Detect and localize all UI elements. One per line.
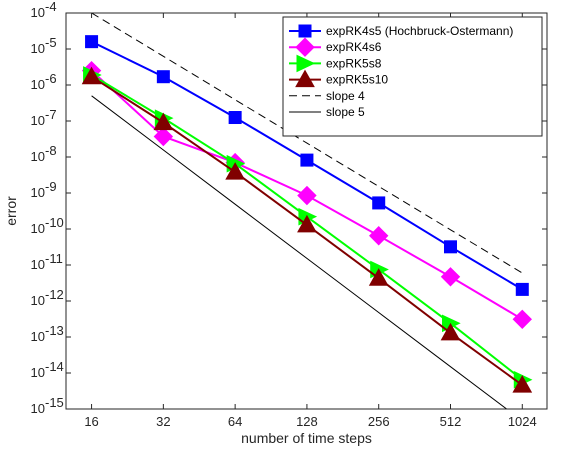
y-tick-label: 10 bbox=[31, 113, 45, 128]
legend-box bbox=[282, 16, 543, 137]
y-tick-label: 10 bbox=[31, 401, 45, 416]
series-line bbox=[91, 95, 508, 409]
y-tick-label: 10 bbox=[31, 77, 45, 92]
y-tick-label: 10 bbox=[31, 365, 45, 380]
data-point bbox=[228, 111, 242, 125]
y-tick-exponent: -4 bbox=[45, 0, 57, 14]
y-tick-label: 10 bbox=[31, 41, 45, 56]
data-point bbox=[153, 112, 174, 131]
data-point bbox=[156, 70, 170, 84]
y-tick-exponent: -5 bbox=[45, 35, 57, 50]
legend-label: slope 5 bbox=[326, 105, 365, 119]
data-point bbox=[440, 322, 461, 341]
data-point bbox=[369, 226, 389, 246]
x-tick-label: 256 bbox=[368, 414, 390, 429]
data-point bbox=[515, 282, 529, 296]
data-point bbox=[512, 309, 532, 330]
data-point bbox=[153, 126, 174, 147]
plot-marks bbox=[81, 13, 533, 409]
data-point bbox=[372, 196, 386, 210]
legend-label: expRK4s6 bbox=[326, 40, 382, 54]
y-tick-label: 10 bbox=[31, 293, 45, 308]
legend-marker bbox=[295, 69, 315, 88]
y-tick-exponent: -9 bbox=[45, 179, 57, 194]
x-tick-label: 512 bbox=[440, 414, 462, 429]
y-tick-label: 10 bbox=[31, 185, 45, 200]
y-tick-exponent: -13 bbox=[45, 323, 64, 338]
y-tick-exponent: -7 bbox=[45, 107, 57, 122]
x-tick-label: 32 bbox=[156, 414, 170, 429]
legend-marker bbox=[298, 24, 312, 38]
y-tick-exponent: -10 bbox=[45, 215, 64, 230]
y-tick-label: 10 bbox=[31, 257, 45, 272]
y-tick-exponent: -15 bbox=[45, 395, 64, 410]
series-line bbox=[91, 13, 523, 274]
y-tick-label: 10 bbox=[31, 5, 45, 20]
legend-label: expRK5s8 bbox=[326, 56, 382, 70]
x-tick-label: 1024 bbox=[508, 414, 537, 429]
x-axis-label: number of time steps bbox=[241, 430, 372, 446]
y-tick-exponent: -12 bbox=[45, 287, 64, 302]
data-point bbox=[85, 35, 99, 49]
legend-marker bbox=[295, 37, 315, 57]
y-tick-label: 10 bbox=[31, 329, 45, 344]
data-point bbox=[443, 240, 457, 254]
y-tick-label: 10 bbox=[31, 221, 45, 236]
legend-label: expRK5s10 bbox=[326, 73, 388, 87]
data-point bbox=[297, 185, 317, 206]
data-point bbox=[368, 268, 389, 286]
legend: expRK4s5 (Hochbruck-Ostermann) expRK4s6 ex… bbox=[282, 16, 543, 137]
y-tick-exponent: -8 bbox=[45, 143, 57, 158]
x-tick-label: 64 bbox=[228, 414, 242, 429]
y-tick-label: 10 bbox=[31, 149, 45, 164]
data-point bbox=[512, 375, 533, 393]
plot-area bbox=[81, 13, 533, 409]
y-axis-label: error bbox=[3, 196, 19, 226]
data-point bbox=[440, 267, 461, 287]
y-tick-exponent: -14 bbox=[45, 359, 64, 374]
x-tick-label: 128 bbox=[296, 414, 318, 429]
legend-label: slope 4 bbox=[326, 89, 365, 103]
data-point bbox=[300, 153, 314, 167]
y-tick-exponent: -11 bbox=[45, 251, 63, 266]
y-tick-exponent: -6 bbox=[45, 71, 57, 86]
legend-label: expRK4s5 (Hochbruck-Ostermann) bbox=[326, 24, 513, 38]
data-point bbox=[297, 214, 317, 233]
x-tick-label: 16 bbox=[84, 414, 98, 429]
legend-marker bbox=[296, 54, 316, 73]
data-point bbox=[225, 162, 245, 180]
data-point bbox=[81, 66, 102, 85]
